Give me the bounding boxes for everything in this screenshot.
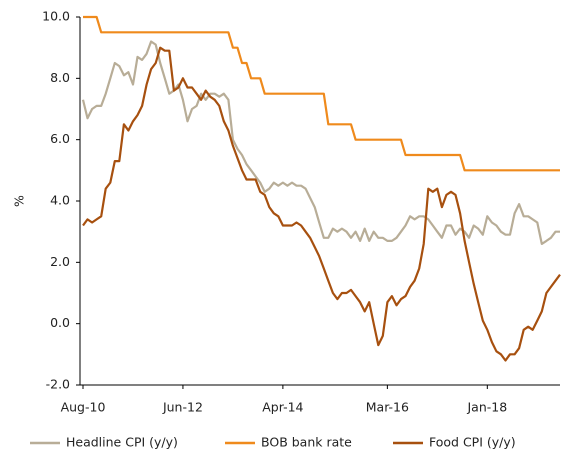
x-tick-label: Jan-18 — [466, 400, 507, 415]
x-tick-label: Jun-12 — [162, 400, 203, 415]
y-tick-label: 2.0 — [50, 254, 70, 269]
x-tick-label: Mar-16 — [366, 400, 409, 415]
y-tick-label: 6.0 — [50, 131, 70, 146]
x-tick-label: Aug-10 — [61, 400, 106, 415]
y-axis-label: % — [12, 195, 27, 207]
series-line — [82, 46, 561, 362]
y-tick-label: 8.0 — [50, 70, 70, 85]
x-tick-label: Apr-14 — [262, 400, 303, 415]
y-tick-label: -2.0 — [46, 377, 70, 392]
y-tick-label: 4.0 — [50, 193, 70, 208]
y-tick-label: 0.0 — [50, 315, 70, 330]
series-line — [83, 15, 560, 172]
legend-label: Headline CPI (y/y) — [66, 435, 178, 450]
y-tick-label: 10.0 — [42, 9, 70, 24]
series-line — [81, 40, 560, 245]
legend-label: Food CPI (y/y) — [429, 435, 516, 450]
legend-label: BOB bank rate — [261, 435, 352, 450]
